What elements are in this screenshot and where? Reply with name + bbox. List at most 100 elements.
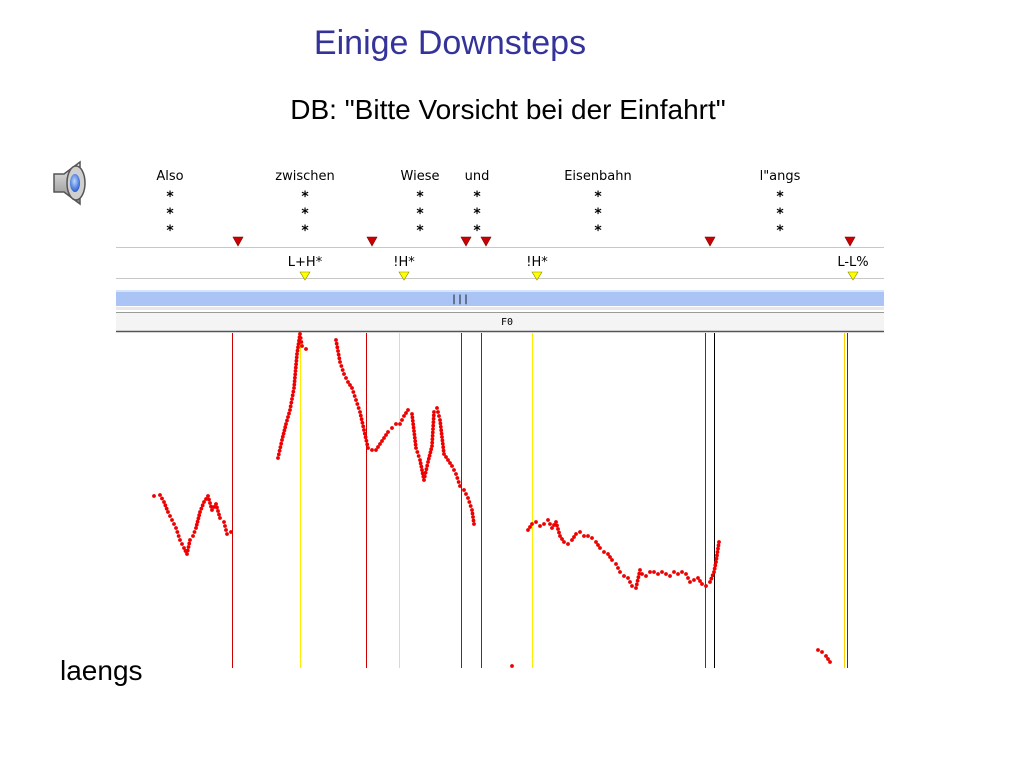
- f0-point: [410, 412, 414, 416]
- f0-point: [419, 464, 424, 469]
- f0-point: [215, 505, 219, 510]
- f0-point: [363, 435, 368, 440]
- f0-point: [424, 467, 429, 472]
- boundary-marker[interactable]: [366, 236, 378, 247]
- f0-point: [425, 463, 430, 468]
- f0-point: [715, 550, 720, 554]
- scrollbar[interactable]: [116, 290, 884, 306]
- f0-point: [608, 555, 612, 559]
- f0-point: [455, 476, 460, 480]
- f0-point: [342, 372, 346, 376]
- f0-point: [446, 458, 450, 462]
- f0-point: [422, 474, 427, 479]
- f0-point: [390, 426, 394, 430]
- f0-point: [644, 574, 648, 578]
- f0-point: [352, 394, 357, 398]
- f0-point: [668, 574, 672, 578]
- f0-point: [350, 386, 354, 390]
- f0-point: [471, 518, 476, 523]
- stress-star: *: [473, 223, 481, 239]
- f0-point: [708, 580, 712, 584]
- f0-point: [207, 497, 211, 502]
- f0-point: [164, 506, 169, 511]
- speaker-icon[interactable]: [50, 158, 100, 208]
- f0-point: [712, 566, 717, 571]
- f0-point: [382, 436, 386, 440]
- f0-point: [216, 509, 220, 513]
- f0-point: [299, 340, 304, 344]
- f0-point: [471, 515, 475, 519]
- f0-point: [280, 438, 284, 442]
- f0-point: [194, 526, 198, 530]
- f0-point: [336, 352, 341, 357]
- f0-point: [636, 575, 641, 580]
- f0-point: [402, 414, 406, 418]
- f0-point: [334, 341, 339, 346]
- f0-point: [574, 532, 578, 536]
- f0-point: [335, 345, 340, 350]
- f0-point: [444, 455, 448, 459]
- tone-marker[interactable]: [847, 271, 859, 281]
- f0-point: [458, 484, 462, 488]
- f0-point: [304, 347, 308, 351]
- f0-point: [430, 437, 435, 442]
- scrollbar-grip[interactable]: |||: [451, 294, 469, 305]
- f0-point: [295, 352, 299, 356]
- f0-point: [672, 570, 676, 574]
- f0-point: [276, 456, 280, 460]
- f0-point: [158, 493, 162, 497]
- f0-point: [279, 441, 284, 446]
- f0-point: [546, 518, 550, 522]
- boundary-marker[interactable]: [704, 236, 716, 247]
- f0-point: [431, 413, 436, 418]
- f0-point: [566, 542, 570, 546]
- f0-point: [362, 431, 367, 436]
- f0-point: [218, 516, 222, 520]
- stress-star: *: [301, 206, 309, 222]
- f0-point: [162, 500, 166, 504]
- f0-point: [616, 566, 620, 570]
- f0-point: [538, 524, 542, 528]
- f0-point: [298, 332, 302, 336]
- f0-point: [688, 580, 692, 584]
- f0-point: [209, 504, 213, 509]
- f0-point: [557, 530, 561, 535]
- tone-marker[interactable]: [531, 271, 543, 281]
- slide-subtitle: DB: "Bitte Vorsicht bei der Einfahrt": [290, 94, 726, 125]
- f0-point: [423, 470, 428, 475]
- boundary-marker[interactable]: [232, 236, 244, 247]
- f0-point: [562, 540, 566, 544]
- f0-point: [416, 454, 421, 458]
- tone-marker[interactable]: [299, 271, 311, 281]
- stress-star: *: [776, 223, 784, 239]
- stress-star: *: [473, 189, 481, 205]
- boundary-marker[interactable]: [480, 236, 492, 247]
- f0-point: [560, 537, 564, 541]
- f0-point: [714, 556, 719, 561]
- f0-point: [293, 369, 298, 373]
- f0-point: [217, 512, 221, 517]
- tone-marker[interactable]: [398, 271, 410, 281]
- f0-point: [378, 442, 382, 446]
- f0-point: [364, 438, 369, 443]
- stress-star: *: [416, 223, 424, 239]
- f0-point: [630, 584, 634, 588]
- f0-point: [626, 576, 630, 580]
- f0-point: [334, 338, 338, 342]
- f0-point: [634, 586, 638, 590]
- f0-point: [656, 572, 660, 576]
- f0-point: [680, 570, 684, 574]
- f0-point: [470, 511, 475, 516]
- f0-point: [380, 439, 384, 443]
- boundary-marker[interactable]: [460, 236, 472, 247]
- f0-point: [180, 542, 184, 546]
- tone-label: !H*: [393, 255, 415, 270]
- stress-star: *: [594, 189, 602, 205]
- f0-point: [820, 650, 824, 654]
- f0-point: [412, 432, 417, 437]
- f0-point: [355, 402, 360, 406]
- boundary-marker[interactable]: [844, 236, 856, 247]
- f0-point: [285, 418, 289, 423]
- f0-point: [586, 534, 590, 538]
- f0-point: [700, 582, 704, 586]
